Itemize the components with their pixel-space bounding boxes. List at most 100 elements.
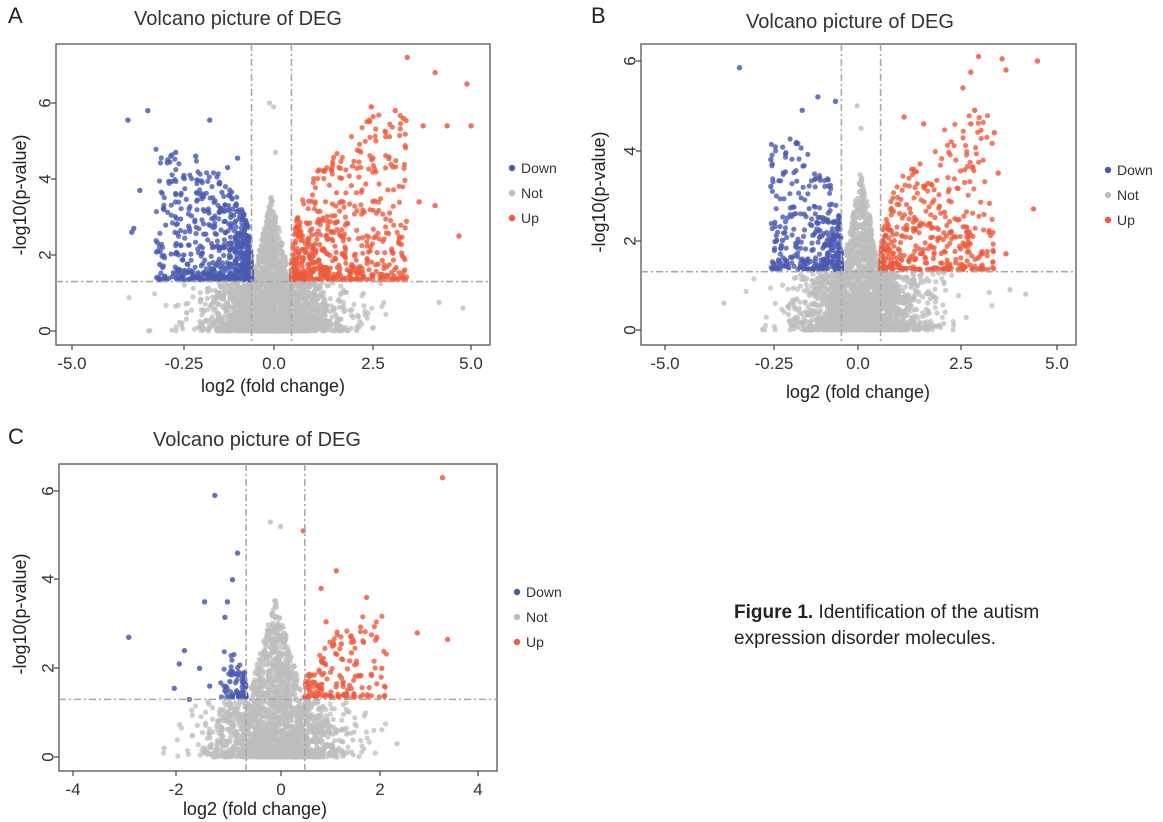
data-point [181, 282, 187, 288]
data-point [816, 270, 822, 276]
data-point [303, 296, 309, 302]
data-point [284, 309, 290, 315]
data-point [331, 306, 338, 312]
data-point [204, 286, 210, 292]
data-point [214, 238, 220, 244]
data-point [221, 237, 227, 243]
data-point [341, 308, 347, 315]
data-point [201, 319, 207, 325]
data-point [381, 262, 387, 268]
data-point [174, 221, 180, 227]
data-point [209, 216, 215, 222]
plot-frame [55, 43, 491, 346]
data-point [192, 219, 198, 225]
data-point [373, 268, 379, 274]
data-point [432, 69, 438, 76]
data-point [168, 202, 174, 208]
data-point [271, 227, 277, 233]
data-point [210, 170, 217, 176]
data-point [181, 252, 187, 258]
data-point [348, 134, 355, 140]
data-point [333, 219, 339, 225]
data-point [943, 287, 949, 293]
data-point [353, 190, 359, 196]
data-point [263, 239, 269, 246]
data-point [310, 180, 316, 186]
data-point [364, 315, 370, 321]
data-point [176, 199, 182, 205]
data-point [242, 325, 248, 332]
data-point [338, 291, 344, 298]
data-point [264, 214, 270, 220]
data-point [238, 302, 244, 309]
data-point [208, 253, 214, 259]
data-point [196, 226, 202, 232]
data-point [308, 256, 314, 262]
data-point [381, 276, 388, 283]
data-point [399, 250, 405, 256]
data-point [297, 327, 303, 333]
points [125, 54, 474, 334]
data-point [317, 222, 323, 228]
data-point [197, 191, 203, 197]
x-tick-label: -0.25 [165, 354, 204, 373]
data-point [208, 223, 214, 229]
data-point [237, 216, 243, 222]
data-point [305, 236, 311, 242]
data-point [312, 199, 318, 205]
data-point [338, 316, 344, 322]
data-point [209, 184, 215, 190]
data-point [205, 178, 211, 184]
data-point [303, 220, 309, 226]
data-point [252, 328, 258, 334]
data-point [322, 167, 328, 173]
data-point [265, 294, 271, 300]
data-point [176, 266, 182, 272]
data-point [193, 158, 200, 164]
data-point [283, 287, 289, 293]
data-point [460, 305, 466, 311]
data-point [293, 249, 299, 255]
data-point [205, 307, 211, 313]
data-point [318, 302, 324, 308]
data-point [323, 232, 330, 238]
data-point [176, 233, 182, 239]
data-point [932, 286, 938, 292]
data-point [204, 170, 210, 176]
data-point [344, 220, 350, 226]
data-point [163, 276, 169, 282]
data-point [217, 319, 223, 325]
data-point [231, 263, 238, 269]
data-point [334, 265, 340, 271]
data-point [397, 133, 403, 139]
data-point [333, 320, 339, 326]
chart-title-b: Volcano picture of DEG [746, 11, 954, 33]
data-point [147, 328, 153, 334]
data-point [262, 308, 268, 314]
data-point [227, 270, 233, 276]
data-point [309, 311, 315, 318]
data-point [316, 317, 323, 323]
data-point [156, 276, 162, 282]
data-point [300, 282, 306, 288]
data-point [370, 325, 376, 331]
data-point [338, 283, 344, 289]
data-point [334, 314, 340, 320]
data-point [212, 198, 218, 204]
data-point [382, 165, 389, 171]
data-point [805, 304, 811, 310]
data-point [153, 146, 159, 152]
data-point [382, 250, 388, 256]
data-point [158, 270, 164, 276]
data-point [402, 131, 408, 137]
data-point [332, 243, 338, 249]
data-point [180, 257, 186, 263]
data-point [294, 296, 301, 302]
data-point [370, 169, 376, 175]
data-point [161, 195, 167, 201]
data-point [356, 174, 362, 180]
data-point [356, 159, 362, 165]
data-point [273, 235, 279, 241]
data-point [227, 282, 233, 288]
data-point [219, 260, 225, 266]
